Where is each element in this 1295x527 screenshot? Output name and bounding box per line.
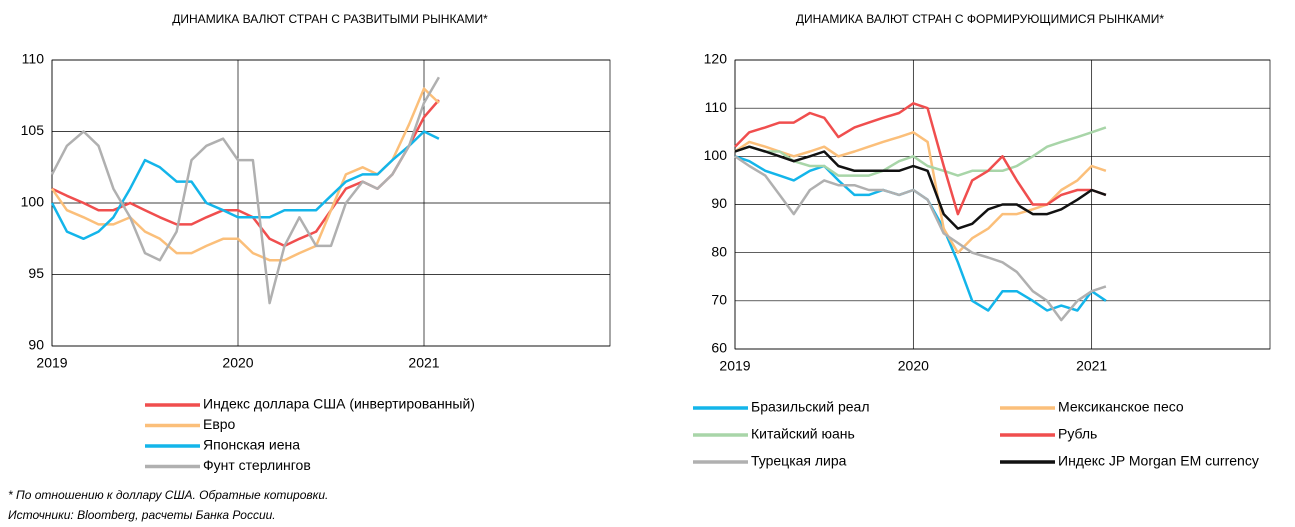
x-tick-label: 2019 bbox=[719, 358, 750, 374]
y-tick-label: 95 bbox=[28, 265, 44, 281]
y-tick-label: 110 bbox=[22, 51, 45, 67]
series-line bbox=[50, 130, 440, 241]
legend-label: Мексиканское песо bbox=[1058, 399, 1184, 415]
y-tick-label: 90 bbox=[28, 337, 44, 353]
legend-label: Евро bbox=[203, 416, 236, 432]
series-line bbox=[734, 102, 1107, 216]
y-tick-label: 60 bbox=[711, 340, 727, 356]
chart-title: ДИНАМИКА ВАЛЮТ СТРАН С ФОРМИРУЮЩИМИСЯ РЫ… bbox=[796, 12, 1165, 26]
y-tick-label: 80 bbox=[711, 243, 727, 259]
chart-title: ДИНАМИКА ВАЛЮТ СТРАН С РАЗВИТЫМИ РЫНКАМИ… bbox=[172, 12, 488, 26]
series-line bbox=[50, 87, 440, 262]
legend-label: Турецкая лира bbox=[751, 453, 847, 469]
legend-label: Бразильский реал bbox=[751, 399, 870, 415]
x-tick-label: 2021 bbox=[408, 355, 439, 371]
legend-label: Фунт стерлингов bbox=[203, 457, 311, 473]
x-tick-label: 2021 bbox=[1076, 358, 1107, 374]
series-line bbox=[734, 131, 1107, 254]
series-line bbox=[50, 76, 440, 305]
legend-label: Японская иена bbox=[203, 437, 300, 453]
x-tick-label: 2020 bbox=[222, 355, 253, 371]
legend-label: Индекс JP Morgan EM currency bbox=[1058, 453, 1259, 469]
legend-label: Рубль bbox=[1058, 426, 1097, 442]
x-tick-label: 2019 bbox=[36, 355, 67, 371]
legend-label: Китайский юань bbox=[751, 426, 855, 442]
legend-label: Индекс доллара США (инвертированный) bbox=[203, 396, 475, 412]
footnote: * По отношению к доллару США. Обратные к… bbox=[8, 488, 328, 502]
source: Источники: Bloomberg, расчеты Банка Росс… bbox=[8, 508, 276, 522]
y-tick-label: 110 bbox=[705, 99, 728, 115]
series-line bbox=[734, 145, 1107, 230]
series-line bbox=[734, 126, 1107, 177]
series-line bbox=[734, 155, 1107, 322]
y-tick-label: 105 bbox=[21, 122, 45, 138]
x-tick-label: 2020 bbox=[898, 358, 929, 374]
y-tick-label: 90 bbox=[711, 195, 727, 211]
y-tick-label: 70 bbox=[711, 292, 727, 308]
y-tick-label: 100 bbox=[704, 147, 728, 163]
plot-frame bbox=[734, 59, 1271, 350]
y-tick-label: 120 bbox=[704, 51, 728, 67]
y-tick-label: 100 bbox=[21, 194, 45, 210]
series-line bbox=[734, 155, 1107, 312]
